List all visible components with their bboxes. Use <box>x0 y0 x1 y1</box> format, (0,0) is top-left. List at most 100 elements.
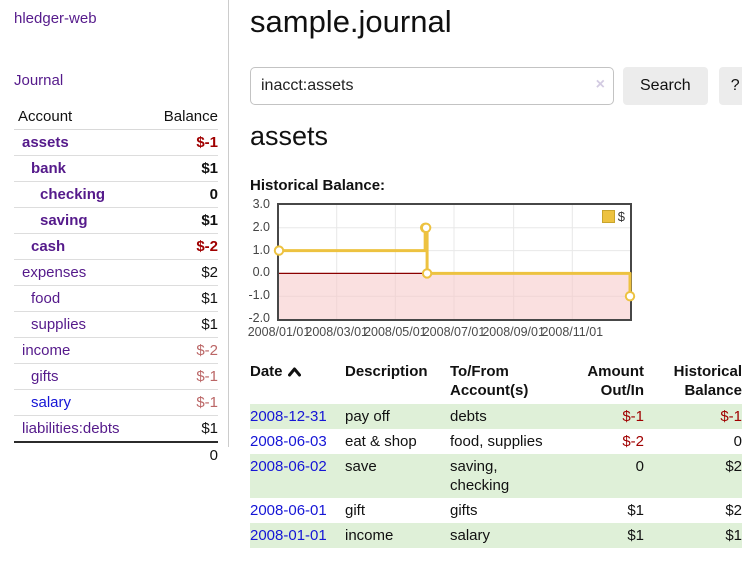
account-link[interactable]: food <box>31 290 61 307</box>
account-row: bank $1 <box>14 155 218 182</box>
page-title: sample.journal <box>250 4 452 39</box>
transaction-date-link[interactable]: 2008-06-01 <box>250 502 327 519</box>
y-axis-tick: 2.0 <box>252 219 270 234</box>
account-balance: $1 <box>145 155 218 182</box>
account-link[interactable]: bank <box>31 160 67 177</box>
account-row: gifts $-1 <box>14 363 218 390</box>
table-row: 2008-12-31 pay off debts $-1 $-1 <box>250 404 742 429</box>
account-link[interactable]: supplies <box>31 316 87 333</box>
account-balance: $1 <box>145 415 218 443</box>
accounts-total-value: 0 <box>145 441 218 468</box>
account-row: assets $-1 <box>14 129 218 156</box>
header-balance: Historical Balance <box>673 363 742 399</box>
historical-balance-chart: $ 3.0 2.0 1.0 0.0 -1.0 -2.0 2008/01/01 2008/03/… <box>247 197 742 346</box>
transaction-accounts: gifts <box>450 502 478 519</box>
account-row: expenses $2 <box>14 259 218 286</box>
accounts-header-balance: Balance <box>145 104 218 130</box>
transaction-accounts: food, supplies <box>450 433 543 450</box>
x-axis-tick: 2008/05/01 <box>364 325 427 339</box>
table-row: 2008-06-03 eat & shop food, supplies $-2 0 <box>250 429 742 454</box>
x-axis-tick: 2008/01/01 <box>247 325 311 339</box>
x-axis-tick: 2008/09/01 <box>482 325 545 339</box>
table-row: 2008-01-01 income salary $1 $1 <box>250 523 742 548</box>
transaction-balance: $1 <box>725 527 742 544</box>
transaction-date-link[interactable]: 2008-12-31 <box>250 408 327 425</box>
chart-plot-area: $ <box>273 203 636 321</box>
x-axis-tick: 2008/03/01 <box>305 325 368 339</box>
header-date[interactable]: Date <box>250 360 345 404</box>
account-row: income $-2 <box>14 337 218 364</box>
header-amount: Amount Out/In <box>587 363 644 399</box>
clear-search-icon[interactable]: × <box>595 76 605 93</box>
y-axis-tick: -2.0 <box>248 311 270 325</box>
account-balance: $-1 <box>145 389 218 416</box>
transaction-date-link[interactable]: 2008-06-02 <box>250 458 327 475</box>
account-link[interactable]: cash <box>31 238 66 255</box>
transaction-amount: 0 <box>635 458 644 475</box>
chart-heading: Historical Balance: <box>250 177 386 194</box>
search-form: × Search ? <box>250 67 742 105</box>
accounts-header-row: Account Balance <box>14 104 218 130</box>
accounts-total-row: 0 <box>14 441 218 468</box>
transaction-description: pay off <box>345 408 390 425</box>
sidebar-item-journal[interactable]: Journal <box>14 72 64 89</box>
chart-legend: $ <box>599 208 627 225</box>
account-balance: $1 <box>145 311 218 338</box>
account-link[interactable]: income <box>22 342 71 359</box>
help-button[interactable]: ? <box>718 67 742 105</box>
transaction-date-link[interactable]: 2008-01-01 <box>250 527 327 544</box>
transaction-description: save <box>345 458 377 475</box>
account-row: liabilities:debts $1 <box>14 415 218 443</box>
account-link[interactable]: gifts <box>31 368 59 385</box>
y-axis-tick: 1.0 <box>252 242 270 257</box>
account-link[interactable]: salary <box>31 394 72 411</box>
transactions-table: Date Description To/From Account(s) Amoun… <box>250 360 742 548</box>
transaction-balance: $2 <box>725 502 742 519</box>
account-balance: $2 <box>145 259 218 286</box>
account-row: salary $-1 <box>14 389 218 416</box>
x-axis-tick: 2008/11/01 <box>541 325 604 339</box>
transaction-amount: $1 <box>627 527 644 544</box>
main-content: sample.journal × Search ? assets Histori… <box>247 0 742 582</box>
transaction-description: income <box>345 527 394 544</box>
transaction-balance: $-1 <box>720 408 742 425</box>
transaction-description: eat & shop <box>345 433 417 450</box>
transaction-amount: $-1 <box>622 408 644 425</box>
account-link[interactable]: liabilities:debts <box>22 420 120 437</box>
transactions-header-row: Date Description To/From Account(s) Amoun… <box>250 360 742 404</box>
search-button[interactable]: Search <box>623 67 708 105</box>
account-balance: $1 <box>145 285 218 312</box>
y-axis-tick: 3.0 <box>252 197 270 211</box>
transaction-date-link[interactable]: 2008-06-03 <box>250 433 327 450</box>
table-row: 2008-06-02 save saving, checking 0 $2 <box>250 454 742 498</box>
account-balance: $-1 <box>145 129 218 156</box>
legend-label: $ <box>617 209 625 224</box>
accounts-table: Account Balance assets $-1 bank $1 checking 0… <box>14 104 218 468</box>
header-description: Description <box>345 363 428 380</box>
account-link[interactable]: checking <box>40 186 106 203</box>
account-link[interactable]: saving <box>40 212 88 229</box>
account-row: food $1 <box>14 285 218 312</box>
table-row: 2008-06-01 gift gifts $1 $2 <box>250 498 742 523</box>
search-input[interactable] <box>250 67 614 105</box>
account-link[interactable]: assets <box>22 134 69 151</box>
transaction-amount: $-2 <box>622 433 644 450</box>
account-heading: assets <box>250 121 329 151</box>
app-title-link[interactable]: hledger-web <box>14 10 97 27</box>
account-balance: $-2 <box>145 233 218 260</box>
transaction-accounts: debts <box>450 408 487 425</box>
transaction-balance: 0 <box>733 433 742 450</box>
spacer <box>14 441 146 468</box>
account-link[interactable]: expenses <box>22 264 87 281</box>
search-box: × <box>250 67 614 105</box>
x-axis-tick: 2008/07/01 <box>422 325 486 339</box>
account-balance: $-2 <box>145 337 218 364</box>
account-row: saving $1 <box>14 207 218 234</box>
transaction-description: gift <box>345 502 366 519</box>
y-axis-tick: 0.0 <box>252 265 270 280</box>
transaction-accounts: saving, checking <box>450 458 510 494</box>
y-axis-tick: -1.0 <box>248 288 270 303</box>
transaction-accounts: salary <box>450 527 491 544</box>
account-row: cash $-2 <box>14 233 218 260</box>
account-balance: 0 <box>145 181 218 208</box>
